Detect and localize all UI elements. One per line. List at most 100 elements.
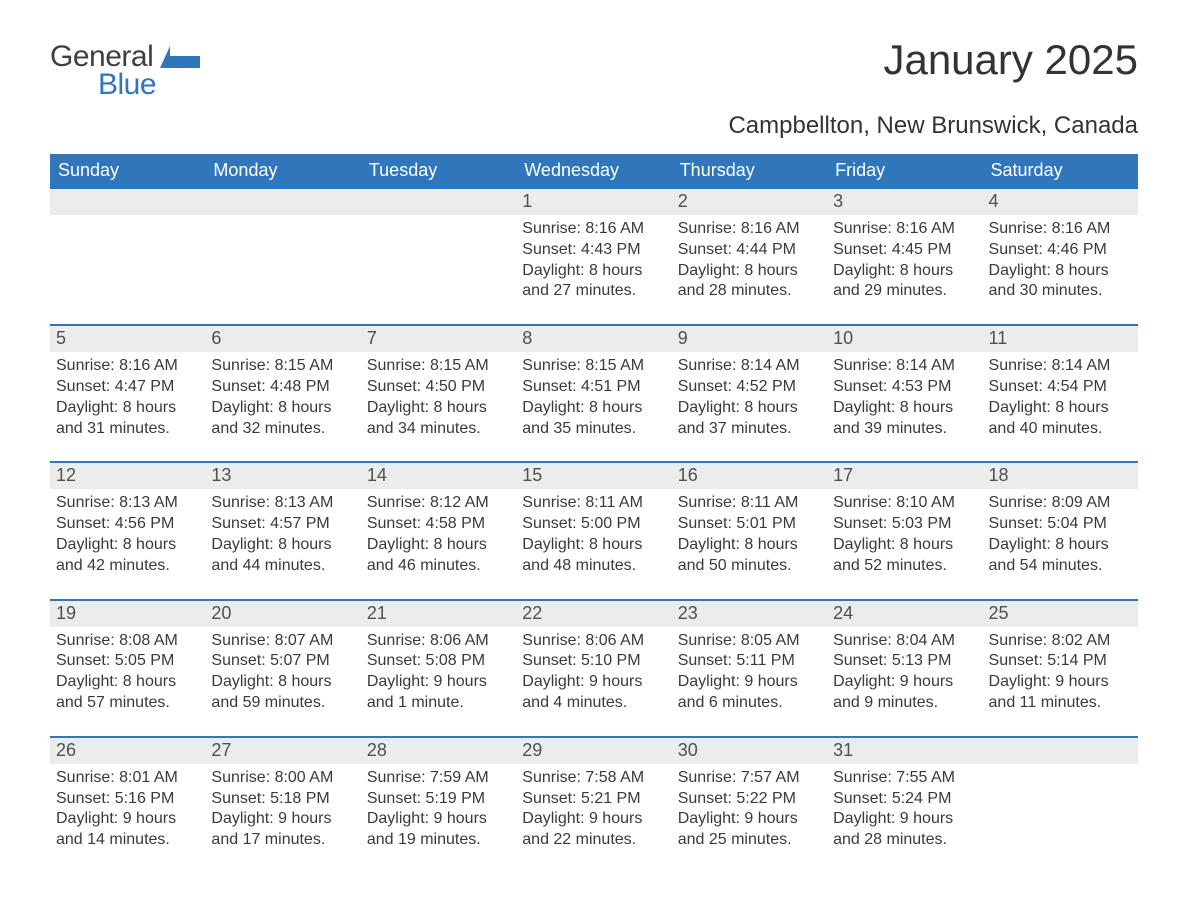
day-number: 24 (827, 601, 982, 627)
sunset-line: Sunset: 5:10 PM (522, 651, 665, 672)
daylight-line-1: Daylight: 8 hours (989, 261, 1132, 282)
daylight-line-2: and 35 minutes. (522, 419, 665, 440)
day-details: Sunrise: 8:09 AMSunset: 5:04 PMDaylight:… (983, 489, 1138, 598)
day-details: Sunrise: 8:06 AMSunset: 5:08 PMDaylight:… (361, 627, 516, 736)
day-number: 31 (827, 738, 982, 764)
daylight-line-1: Daylight: 8 hours (522, 398, 665, 419)
daylight-line-1: Daylight: 8 hours (989, 398, 1132, 419)
sunrise-line: Sunrise: 8:15 AM (211, 356, 354, 377)
sunrise-line: Sunrise: 8:09 AM (989, 493, 1132, 514)
calendar-day-cell: 24Sunrise: 8:04 AMSunset: 5:13 PMDayligh… (827, 600, 982, 737)
day-details: Sunrise: 8:02 AMSunset: 5:14 PMDaylight:… (983, 627, 1138, 736)
logo: General Blue (50, 40, 202, 102)
day-number: 10 (827, 326, 982, 352)
daylight-line-2: and 59 minutes. (211, 693, 354, 714)
day-details: Sunrise: 8:12 AMSunset: 4:58 PMDaylight:… (361, 489, 516, 598)
sunrise-line: Sunrise: 8:10 AM (833, 493, 976, 514)
day-details (50, 215, 205, 315)
daylight-line-1: Daylight: 9 hours (56, 809, 199, 830)
calendar-day-cell (983, 737, 1138, 873)
daylight-line-1: Daylight: 9 hours (833, 809, 976, 830)
sunset-line: Sunset: 5:03 PM (833, 514, 976, 535)
calendar-day-cell: 18Sunrise: 8:09 AMSunset: 5:04 PMDayligh… (983, 462, 1138, 599)
sunrise-line: Sunrise: 8:13 AM (211, 493, 354, 514)
sunset-line: Sunset: 4:51 PM (522, 377, 665, 398)
calendar-day-cell: 15Sunrise: 8:11 AMSunset: 5:00 PMDayligh… (516, 462, 671, 599)
day-details: Sunrise: 7:59 AMSunset: 5:19 PMDaylight:… (361, 764, 516, 873)
calendar-day-cell: 12Sunrise: 8:13 AMSunset: 4:56 PMDayligh… (50, 462, 205, 599)
calendar-day-cell: 11Sunrise: 8:14 AMSunset: 4:54 PMDayligh… (983, 325, 1138, 462)
daylight-line-1: Daylight: 8 hours (989, 535, 1132, 556)
calendar-day-cell: 22Sunrise: 8:06 AMSunset: 5:10 PMDayligh… (516, 600, 671, 737)
daylight-line-2: and 46 minutes. (367, 556, 510, 577)
sunrise-line: Sunrise: 8:11 AM (678, 493, 821, 514)
calendar-day-cell: 9Sunrise: 8:14 AMSunset: 4:52 PMDaylight… (672, 325, 827, 462)
logo-word-blue: Blue (98, 68, 156, 102)
day-details: Sunrise: 8:00 AMSunset: 5:18 PMDaylight:… (205, 764, 360, 873)
day-details: Sunrise: 7:55 AMSunset: 5:24 PMDaylight:… (827, 764, 982, 873)
daylight-line-1: Daylight: 9 hours (211, 809, 354, 830)
sunset-line: Sunset: 5:14 PM (989, 651, 1132, 672)
calendar-day-cell: 14Sunrise: 8:12 AMSunset: 4:58 PMDayligh… (361, 462, 516, 599)
daylight-line-1: Daylight: 8 hours (211, 672, 354, 693)
calendar-day-cell: 17Sunrise: 8:10 AMSunset: 5:03 PMDayligh… (827, 462, 982, 599)
sunset-line: Sunset: 4:44 PM (678, 240, 821, 261)
day-number: 9 (672, 326, 827, 352)
day-number: 13 (205, 463, 360, 489)
day-number: 19 (50, 601, 205, 627)
day-details: Sunrise: 8:11 AMSunset: 5:01 PMDaylight:… (672, 489, 827, 598)
day-details: Sunrise: 8:06 AMSunset: 5:10 PMDaylight:… (516, 627, 671, 736)
sunset-line: Sunset: 4:48 PM (211, 377, 354, 398)
calendar-day-cell: 10Sunrise: 8:14 AMSunset: 4:53 PMDayligh… (827, 325, 982, 462)
day-number: 20 (205, 601, 360, 627)
sunrise-line: Sunrise: 8:16 AM (678, 219, 821, 240)
day-details (205, 215, 360, 315)
day-details: Sunrise: 8:16 AMSunset: 4:43 PMDaylight:… (516, 215, 671, 324)
day-number: 1 (516, 189, 671, 215)
sunset-line: Sunset: 5:04 PM (989, 514, 1132, 535)
calendar-table: SundayMondayTuesdayWednesdayThursdayFrid… (50, 154, 1138, 873)
sunrise-line: Sunrise: 7:55 AM (833, 768, 976, 789)
sunrise-line: Sunrise: 8:16 AM (833, 219, 976, 240)
sunrise-line: Sunrise: 7:57 AM (678, 768, 821, 789)
sunrise-line: Sunrise: 8:15 AM (522, 356, 665, 377)
calendar-day-cell: 20Sunrise: 8:07 AMSunset: 5:07 PMDayligh… (205, 600, 360, 737)
daylight-line-1: Daylight: 8 hours (678, 535, 821, 556)
sunrise-line: Sunrise: 8:16 AM (989, 219, 1132, 240)
daylight-line-2: and 50 minutes. (678, 556, 821, 577)
sunrise-line: Sunrise: 8:08 AM (56, 631, 199, 652)
sunset-line: Sunset: 5:18 PM (211, 789, 354, 810)
calendar-day-cell: 29Sunrise: 7:58 AMSunset: 5:21 PMDayligh… (516, 737, 671, 873)
daylight-line-2: and 48 minutes. (522, 556, 665, 577)
calendar-week-row: 12Sunrise: 8:13 AMSunset: 4:56 PMDayligh… (50, 462, 1138, 599)
day-number: 28 (361, 738, 516, 764)
sunrise-line: Sunrise: 7:58 AM (522, 768, 665, 789)
day-number: 25 (983, 601, 1138, 627)
calendar-day-cell (361, 189, 516, 325)
calendar-week-row: 1Sunrise: 8:16 AMSunset: 4:43 PMDaylight… (50, 189, 1138, 325)
weekday-header: Monday (205, 154, 360, 189)
sunset-line: Sunset: 5:08 PM (367, 651, 510, 672)
daylight-line-2: and 1 minute. (367, 693, 510, 714)
calendar-day-cell: 3Sunrise: 8:16 AMSunset: 4:45 PMDaylight… (827, 189, 982, 325)
daylight-line-1: Daylight: 8 hours (56, 535, 199, 556)
sunrise-line: Sunrise: 8:05 AM (678, 631, 821, 652)
day-number: 11 (983, 326, 1138, 352)
weekday-header: Tuesday (361, 154, 516, 189)
daylight-line-2: and 19 minutes. (367, 830, 510, 851)
sunset-line: Sunset: 5:19 PM (367, 789, 510, 810)
day-details: Sunrise: 8:16 AMSunset: 4:46 PMDaylight:… (983, 215, 1138, 324)
sunset-line: Sunset: 5:07 PM (211, 651, 354, 672)
day-number (361, 189, 516, 215)
weekday-header-row: SundayMondayTuesdayWednesdayThursdayFrid… (50, 154, 1138, 189)
day-number: 16 (672, 463, 827, 489)
calendar-day-cell: 8Sunrise: 8:15 AMSunset: 4:51 PMDaylight… (516, 325, 671, 462)
calendar-day-cell: 30Sunrise: 7:57 AMSunset: 5:22 PMDayligh… (672, 737, 827, 873)
sunset-line: Sunset: 4:43 PM (522, 240, 665, 261)
day-number: 5 (50, 326, 205, 352)
day-details: Sunrise: 7:57 AMSunset: 5:22 PMDaylight:… (672, 764, 827, 873)
weekday-header: Sunday (50, 154, 205, 189)
daylight-line-1: Daylight: 8 hours (833, 261, 976, 282)
day-details: Sunrise: 8:14 AMSunset: 4:54 PMDaylight:… (983, 352, 1138, 461)
daylight-line-1: Daylight: 9 hours (367, 809, 510, 830)
